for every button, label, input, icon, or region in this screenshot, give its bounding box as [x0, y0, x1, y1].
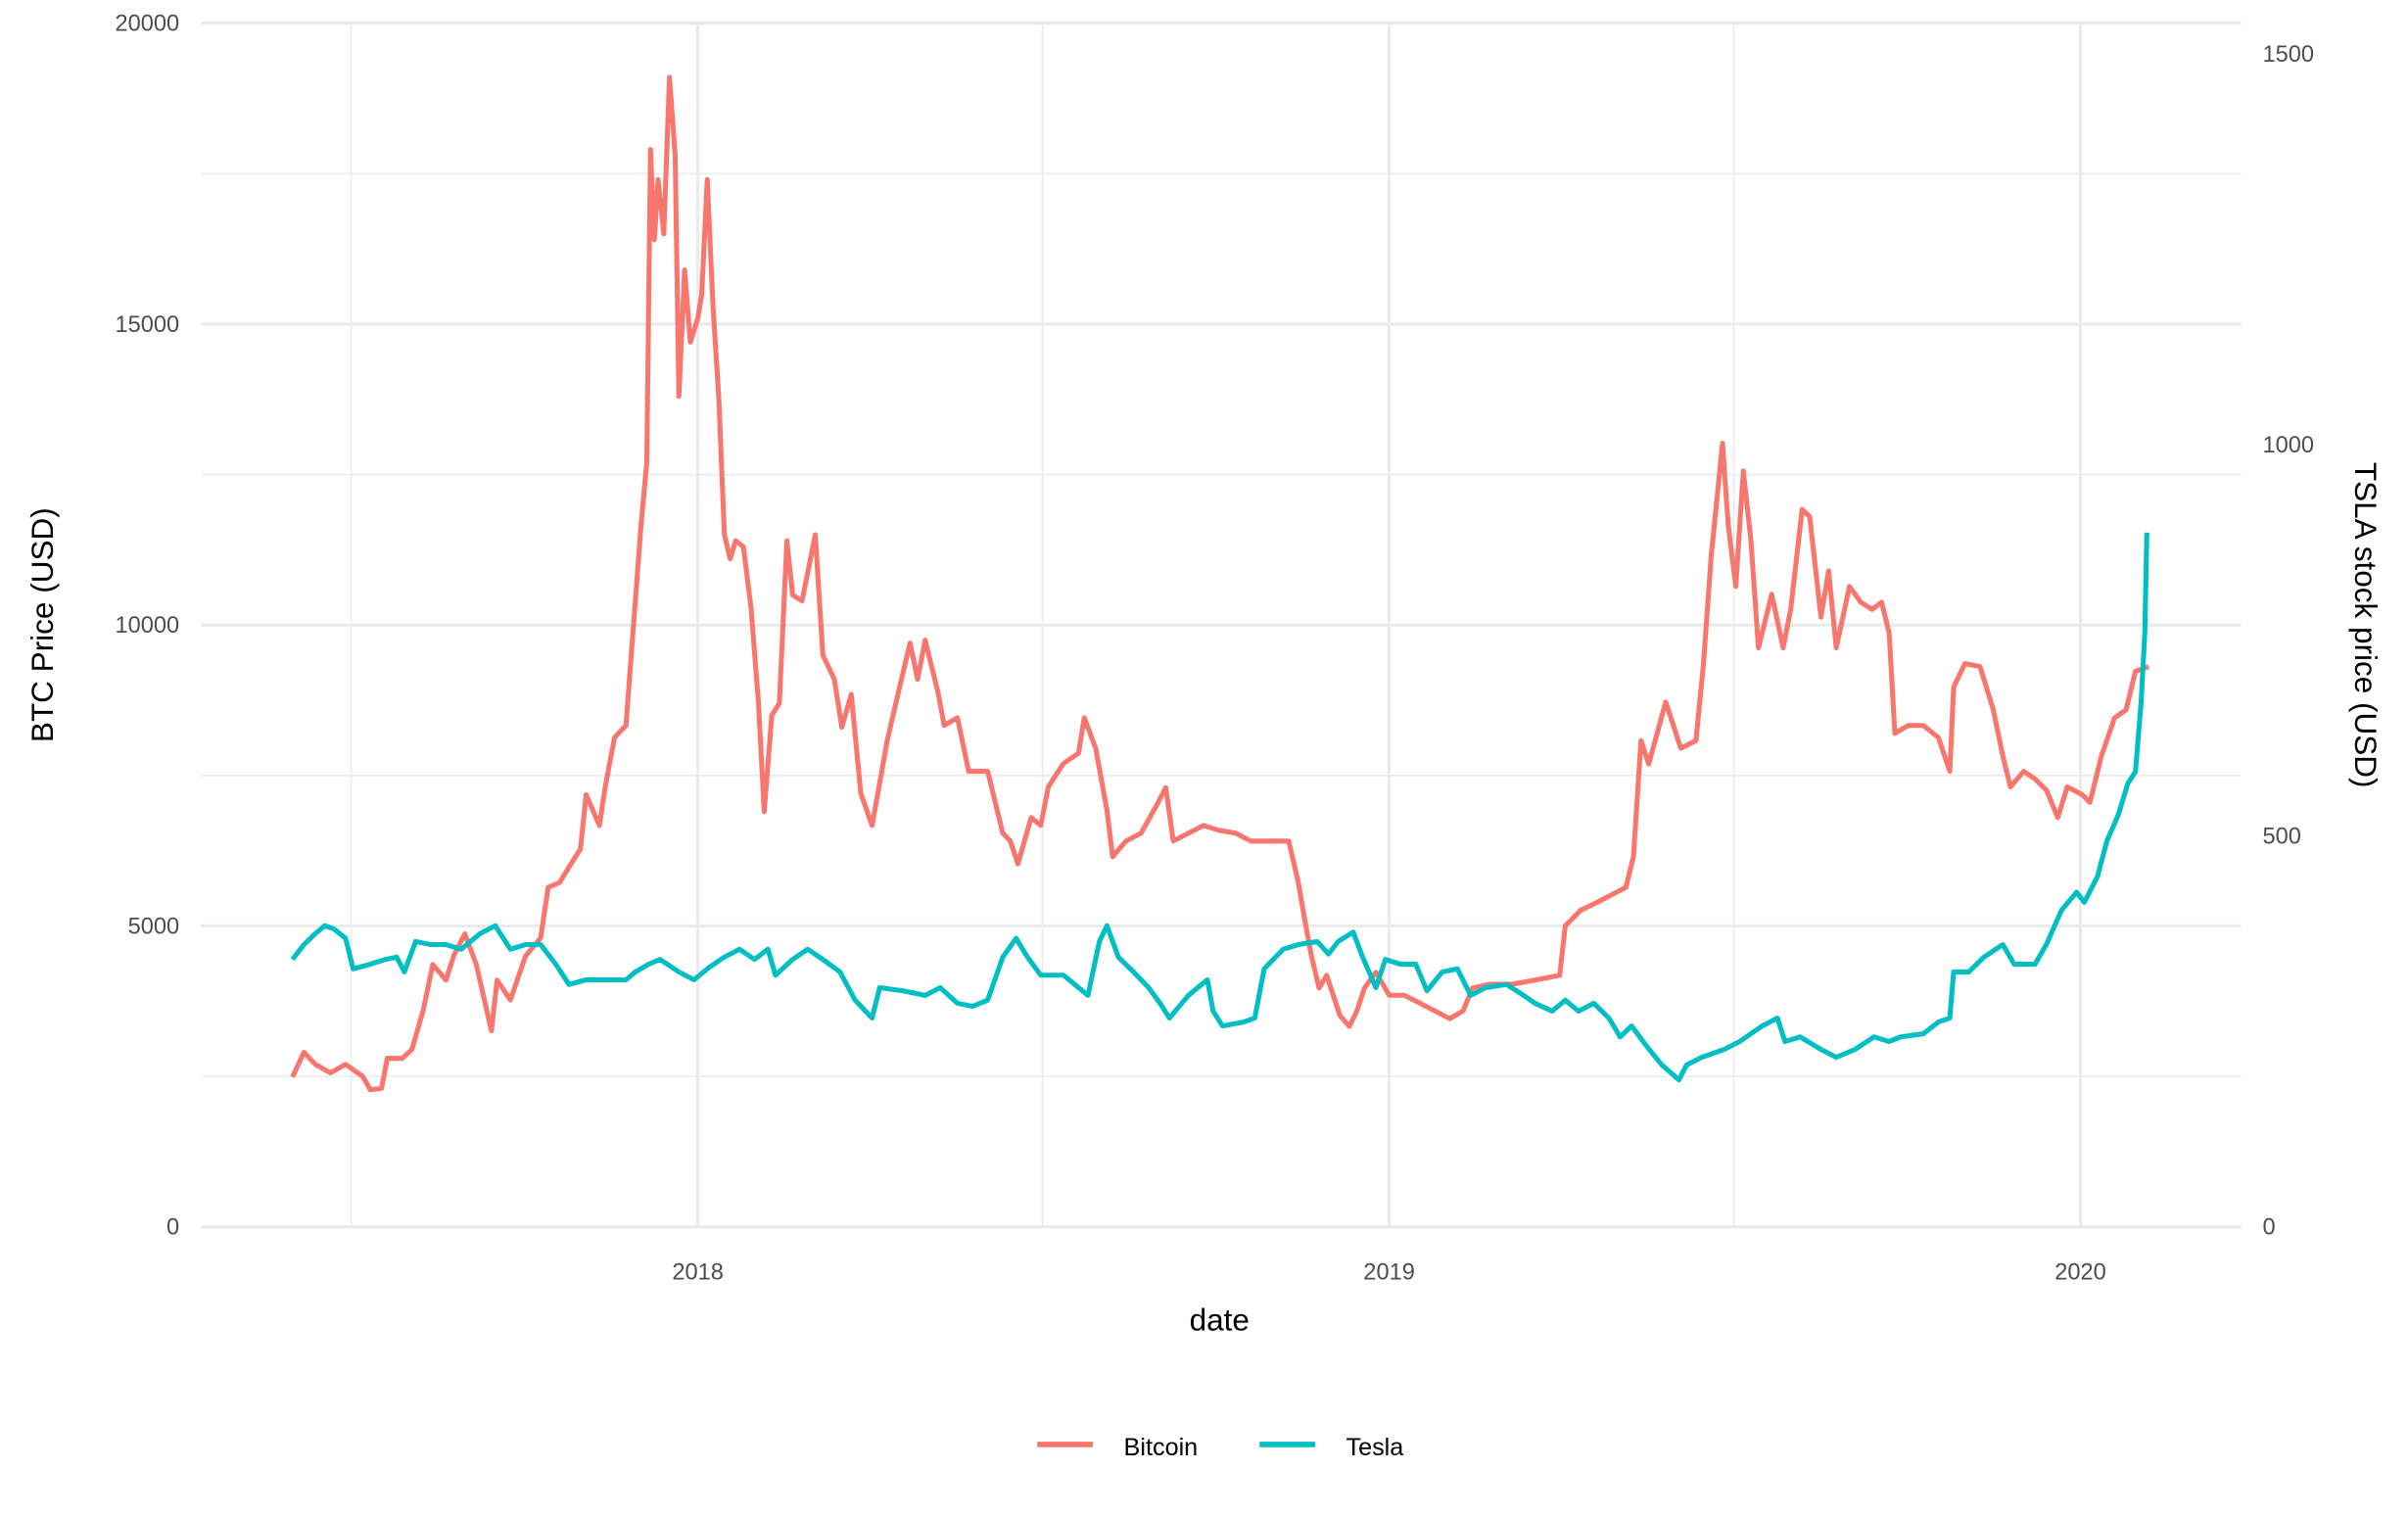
y-axis-title-right: TSLA stock price (USD): [2348, 462, 2384, 788]
y-tick-label-left: 15000: [115, 312, 179, 338]
y-tick-label-right: 1000: [2262, 433, 2314, 458]
y-tick-label-left: 20000: [115, 12, 179, 37]
y-tick-label-right: 500: [2262, 824, 2300, 849]
legend-label-bitcoin: Bitcoin: [1124, 1434, 1199, 1461]
series-lines: [290, 74, 2150, 1093]
x-axis-title: date: [1190, 1302, 1250, 1337]
y-tick-label-left: 5000: [128, 914, 180, 939]
y-tick-label-left: 0: [166, 1215, 179, 1241]
legend-label-tesla: Tesla: [1346, 1434, 1404, 1461]
legend: Bitcoin Tesla: [1037, 1434, 1404, 1461]
y-tick-label-right: 0: [2262, 1215, 2275, 1241]
x-tick-label: 2020: [2054, 1259, 2106, 1285]
x-tick-label: 2018: [672, 1259, 724, 1285]
y-axis-title-left: BTC Price (USD): [24, 507, 60, 742]
series-line-tesla: [290, 532, 2149, 1083]
series-line-bitcoin: [290, 74, 2150, 1093]
x-tick-label: 2019: [1363, 1259, 1415, 1285]
y-tick-label-right: 1500: [2262, 42, 2314, 68]
y-tick-label-left: 10000: [115, 613, 179, 639]
gridlines: [201, 22, 2242, 1229]
axis-ticks: 0 5000 10000 15000 20000 0 500 1000 1500 2018 2019…: [115, 12, 2314, 1286]
